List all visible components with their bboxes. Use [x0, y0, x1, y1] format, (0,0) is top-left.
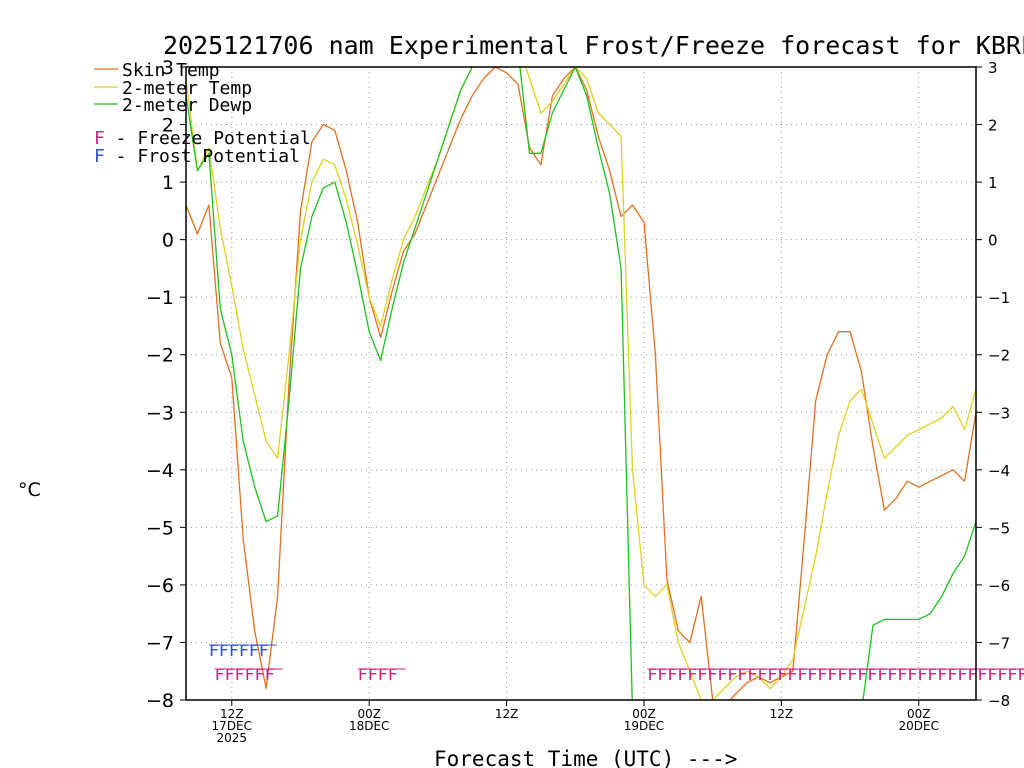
y-tick-label-left-8: −5	[146, 517, 174, 539]
y-tick-label-right-7: −4	[988, 462, 1010, 480]
plot-frame	[185, 66, 977, 701]
y-tick-label-right-11: −8	[988, 692, 1010, 710]
legend-freeze-letter: F	[94, 128, 105, 149]
legend: Skin Temp 2-meter Temp 2-meter Dewp F - …	[94, 60, 311, 167]
legend-frost-label: - Frost Potential	[105, 146, 300, 167]
y-tick-label-right-1: 2	[988, 117, 998, 135]
x-tick-label-1: 00Z 18DEC	[349, 707, 389, 733]
y-tick-label-left-1: 2	[162, 115, 174, 137]
series-layer	[186, 67, 976, 700]
flag-layer: FFFFFF FFFF FFFFFFFFFFFFFFFFFFFFFFFFFFFFFF…	[208, 641, 1024, 684]
series-line-skin-temp	[186, 67, 976, 700]
x-axis: 12Z 17DEC 2025 00Z 18DEC 12Z 00Z 19DEC 12Z 00Z 20D…	[212, 700, 939, 745]
freeze-flag-group-2: FFFFFFFFFFFFFFFFFFFFFFFFFFFFFFFFFFFFFFFF…	[647, 665, 1024, 684]
x-tick-label-0: 12Z 17DEC 2025	[212, 707, 252, 745]
x-tick-label-5: 00Z 20DEC	[899, 707, 939, 733]
x-tick-label-3: 00Z 19DEC	[624, 707, 664, 733]
freeze-flag-group-1: FFFF	[358, 665, 398, 684]
x-tick-label-2: 12Z	[495, 707, 519, 721]
legend-freeze-label: - Freeze Potential	[105, 128, 311, 149]
y-tick-label-right-5: −2	[988, 347, 1010, 365]
series-line-2-meter-dewp	[186, 67, 976, 700]
y-tick-label-left-10: −7	[146, 632, 174, 654]
y-tick-label-left-2: 1	[162, 172, 174, 194]
y-tick-label-left-7: −4	[146, 460, 174, 482]
legend-label-2m-dewp: 2-meter Dewp	[122, 95, 252, 116]
y-tick-label-right-6: −3	[988, 404, 1010, 422]
y-tick-label-left-9: −6	[146, 575, 174, 597]
frost-flag-group-0: FFFFFF	[209, 641, 269, 660]
y-tick-label-right-8: −5	[988, 519, 1010, 537]
series-line-2-meter-temp	[186, 67, 976, 700]
y-tick-label-left-11: −8	[146, 690, 174, 712]
chart-title: 2025121706 nam Experimental Frost/Freeze…	[163, 31, 1024, 60]
y-tick-label-right-4: −1	[988, 289, 1010, 307]
y-tick-label-left-5: −2	[146, 345, 174, 367]
legend-label-2m-temp: 2-meter Temp	[122, 78, 252, 99]
y-axis-left: 3 2 1 0 −1 −2 −3 −4 −5 −6 −7 −8	[146, 57, 186, 712]
legend-freeze-entry: F - Freeze Potential	[94, 128, 311, 149]
y-tick-label-left-3: 0	[162, 230, 174, 252]
y-tick-label-right-9: −6	[988, 577, 1010, 595]
grid-layer	[186, 66, 976, 701]
y-tick-label-right-0: 3	[988, 59, 998, 77]
x-tick-label-4: 12Z	[770, 707, 794, 721]
freeze-flag-group-0: FFFFFF	[215, 665, 275, 684]
y-tick-label-left-0: 3	[162, 57, 174, 79]
y-tick-label-right-10: −7	[988, 634, 1010, 652]
y-tick-label-left-4: −1	[146, 287, 174, 309]
y-tick-label-right-3: 0	[988, 232, 998, 250]
y-axis-label: °C	[18, 479, 41, 501]
legend-frost-entry: F - Frost Potential	[94, 146, 300, 167]
legend-frost-letter: F	[94, 146, 105, 167]
y-tick-label-left-6: −3	[146, 402, 174, 424]
y-axis-right: 3 2 1 0 −1 −2 −3 −4 −5 −6 −7 −8	[976, 59, 1010, 710]
y-tick-label-right-2: 1	[988, 174, 998, 192]
legend-label-skin-temp: Skin Temp	[122, 60, 220, 81]
x-axis-label: Forecast Time (UTC) --->	[434, 747, 737, 768]
